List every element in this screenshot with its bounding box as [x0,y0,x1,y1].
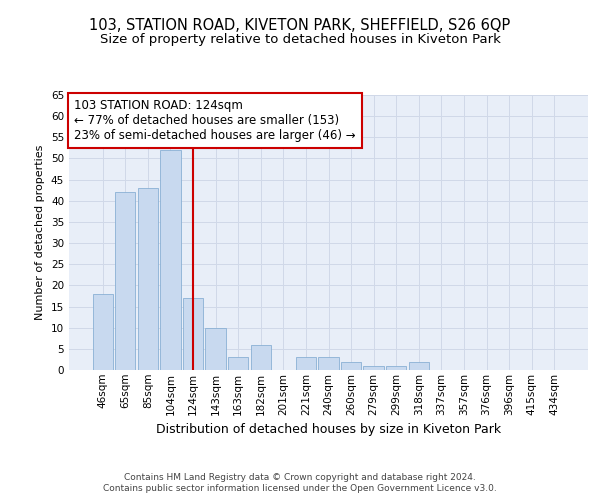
Bar [409,362,429,370]
Bar [296,358,316,370]
Text: Size of property relative to detached houses in Kiveton Park: Size of property relative to detached ho… [100,32,500,46]
Bar [364,366,384,370]
Bar [115,192,136,370]
Bar [341,362,361,370]
Bar [228,358,248,370]
Text: 103, STATION ROAD, KIVETON PARK, SHEFFIELD, S26 6QP: 103, STATION ROAD, KIVETON PARK, SHEFFIE… [89,18,511,32]
Bar [251,344,271,370]
Bar [92,294,113,370]
X-axis label: Distribution of detached houses by size in Kiveton Park: Distribution of detached houses by size … [156,423,501,436]
Bar [205,328,226,370]
Bar [386,366,406,370]
Bar [160,150,181,370]
Text: Contains public sector information licensed under the Open Government Licence v3: Contains public sector information licen… [103,484,497,493]
Y-axis label: Number of detached properties: Number of detached properties [35,145,46,320]
Text: Contains HM Land Registry data © Crown copyright and database right 2024.: Contains HM Land Registry data © Crown c… [124,472,476,482]
Bar [183,298,203,370]
Text: 103 STATION ROAD: 124sqm
← 77% of detached houses are smaller (153)
23% of semi-: 103 STATION ROAD: 124sqm ← 77% of detach… [74,99,356,142]
Bar [138,188,158,370]
Bar [319,358,338,370]
